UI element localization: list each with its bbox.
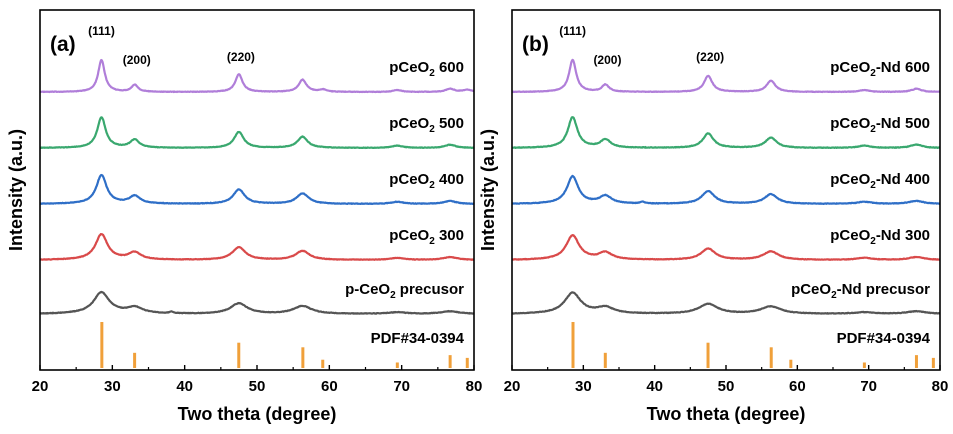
series-line — [39, 116, 475, 150]
peak-label: (200) — [593, 53, 621, 67]
series-label: p-CeO2 precusor — [345, 281, 464, 301]
panel-label: (a) — [50, 33, 76, 56]
series-label: pCeO2-Nd 300 — [830, 227, 930, 247]
series-label: pCeO2 300 — [389, 227, 464, 247]
y-axis-label: Intensity (a.u.) — [6, 129, 26, 251]
x-tick-label: 20 — [32, 378, 49, 395]
x-tick-label: 70 — [860, 378, 877, 395]
series-label: pCeO2-Nd precusor — [791, 281, 930, 301]
reference-label: PDF#34-0394 — [837, 330, 931, 347]
x-tick-label: 30 — [104, 378, 121, 395]
x-tick-label: 40 — [646, 378, 663, 395]
peak-label: (220) — [227, 50, 255, 64]
series-label: pCeO2-Nd 500 — [830, 115, 930, 135]
series-line — [39, 233, 475, 261]
x-tick-label: 30 — [575, 378, 592, 395]
x-axis-label: Two theta (degree) — [178, 404, 337, 424]
x-tick-label: 60 — [789, 378, 806, 395]
panel-label: (b) — [522, 33, 549, 56]
panel-b: pCeO2-Nd 600 pCeO2-Nd 500 pCeO2-Nd 400 pCeO… — [478, 9, 949, 424]
series-label: pCeO2-Nd 600 — [830, 59, 930, 79]
panel-a: pCeO2 600 pCeO2 500 pCeO2 400 pCeO2 300 p-Ce… — [6, 9, 483, 424]
reference-label: PDF#34-0394 — [371, 330, 465, 347]
y-axis-label: Intensity (a.u.) — [478, 129, 498, 251]
series-label: pCeO2 500 — [389, 115, 464, 135]
x-tick-label: 40 — [176, 378, 193, 395]
peak-label: (111) — [559, 24, 586, 38]
x-tick-label: 20 — [504, 378, 521, 395]
series-label: pCeO2 400 — [389, 171, 464, 191]
x-tick-label: 60 — [321, 378, 338, 395]
x-tick-label: 80 — [466, 378, 483, 395]
series-line — [39, 173, 475, 205]
x-axis-label: Two theta (degree) — [647, 404, 806, 424]
peak-label: (220) — [696, 50, 724, 64]
series-line — [511, 234, 941, 261]
series-label: pCeO2 600 — [389, 59, 464, 79]
series-line — [511, 174, 941, 205]
x-tick-label: 80 — [932, 378, 949, 395]
x-tick-label: 50 — [718, 378, 735, 395]
series-line — [511, 116, 941, 149]
x-tick-label: 70 — [393, 378, 410, 395]
peak-label: (200) — [123, 53, 151, 67]
series-line — [39, 58, 475, 94]
series-line — [39, 290, 475, 315]
peak-label: (111) — [88, 24, 115, 38]
x-tick-label: 50 — [249, 378, 266, 395]
series-line — [511, 58, 941, 94]
series-label: pCeO2-Nd 400 — [830, 171, 930, 191]
series-line — [511, 291, 941, 315]
